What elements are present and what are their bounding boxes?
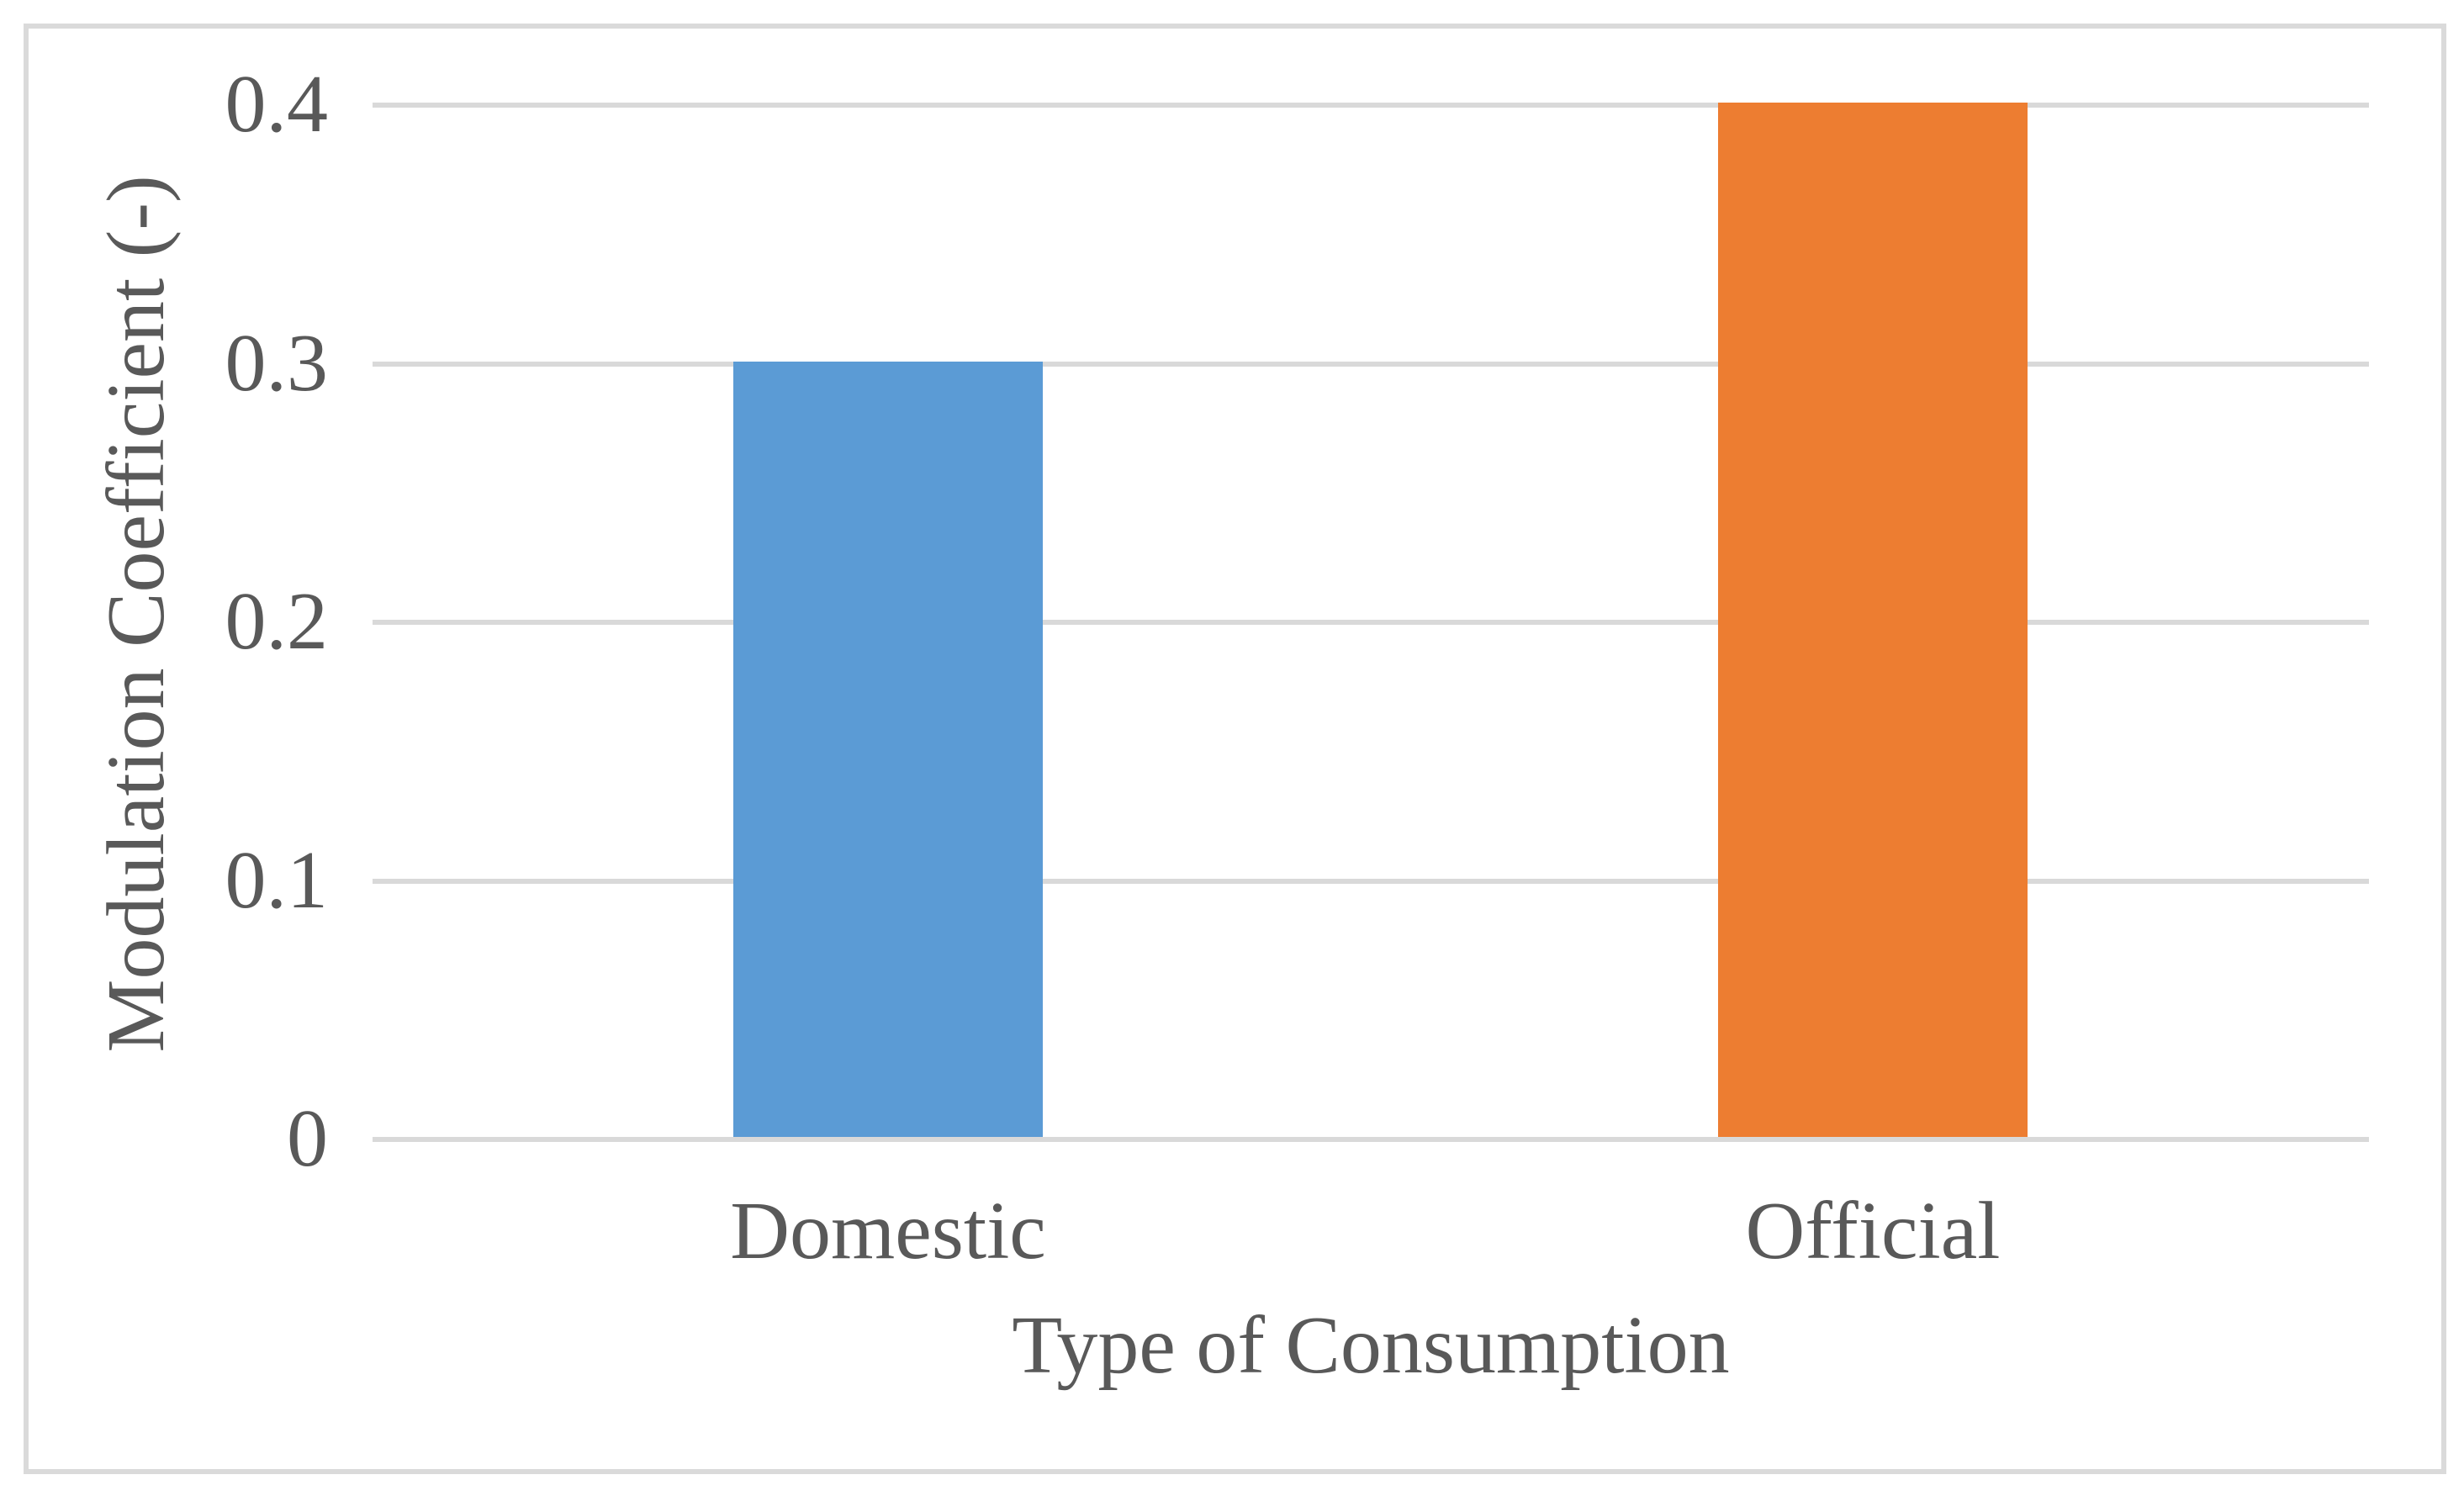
gridline	[373, 103, 2369, 108]
y-tick-label: 0.4	[225, 59, 329, 150]
gridline	[373, 620, 2369, 625]
gridline	[373, 1137, 2369, 1142]
x-category-label: Domestic	[730, 1186, 1046, 1277]
bar-official	[1718, 103, 2028, 1137]
x-category-label: Official	[1745, 1186, 2001, 1277]
y-axis-title: Modulation Coefficient (-)	[91, 175, 182, 1053]
y-tick-label: 0	[287, 1093, 328, 1184]
chart-border	[24, 24, 2446, 1474]
bar-domestic	[733, 361, 1043, 1137]
y-tick-label: 0.2	[225, 576, 329, 667]
gridline	[373, 361, 2369, 367]
y-tick-label: 0.1	[225, 834, 329, 926]
y-tick-label: 0.3	[225, 317, 329, 409]
gridline	[373, 878, 2369, 884]
x-axis-title: Type of Consumption	[1012, 1300, 1730, 1391]
